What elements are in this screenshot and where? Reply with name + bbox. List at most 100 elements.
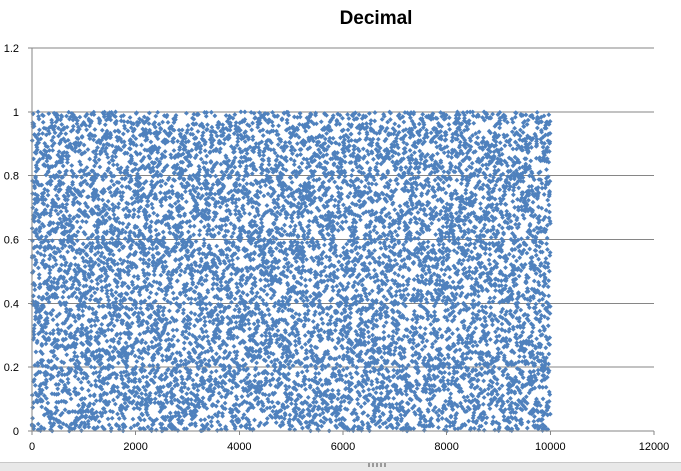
data-point (247, 321, 252, 326)
data-point (132, 207, 137, 212)
data-point (224, 203, 229, 208)
data-point (212, 113, 217, 118)
data-point (241, 357, 246, 362)
data-point (270, 123, 275, 128)
data-point (211, 276, 216, 281)
data-point (147, 295, 152, 300)
data-point (148, 290, 153, 295)
data-point (209, 370, 214, 375)
data-point (149, 179, 154, 184)
data-point (154, 291, 159, 296)
data-point (76, 377, 81, 382)
data-point (116, 201, 121, 206)
data-point (108, 344, 113, 349)
data-point (203, 148, 208, 153)
data-point (242, 110, 247, 115)
data-point (80, 219, 85, 224)
data-point (36, 265, 41, 270)
data-point (37, 272, 42, 277)
data-point (174, 328, 179, 333)
data-point (223, 223, 228, 228)
data-point (204, 329, 209, 334)
data-point (71, 124, 76, 129)
data-point (112, 212, 117, 217)
data-series (30, 109, 553, 433)
data-point (146, 199, 151, 204)
data-point (283, 140, 288, 145)
data-point (55, 322, 60, 327)
data-point (247, 212, 252, 217)
data-point (163, 259, 168, 264)
data-point (64, 114, 69, 119)
data-point (39, 404, 44, 409)
data-point (170, 184, 175, 189)
data-point (167, 308, 172, 313)
data-point (154, 228, 159, 233)
data-point (218, 374, 223, 379)
data-point (267, 162, 272, 167)
data-point (30, 405, 35, 410)
data-point (84, 220, 89, 225)
data-point (159, 184, 164, 189)
data-point (195, 388, 200, 393)
data-point (168, 195, 173, 200)
data-point (36, 109, 41, 114)
data-point (234, 320, 239, 325)
data-point (282, 223, 287, 228)
data-point (115, 412, 120, 417)
data-point (205, 334, 210, 339)
data-point (166, 332, 171, 337)
data-point (195, 373, 200, 378)
data-point (258, 184, 263, 189)
data-point (199, 186, 204, 191)
data-point (150, 206, 155, 211)
data-point (254, 360, 259, 365)
data-point (282, 265, 287, 270)
data-point (114, 290, 119, 295)
data-point (168, 411, 173, 416)
data-point (77, 115, 82, 120)
data-point (247, 326, 252, 331)
data-point (114, 296, 119, 301)
data-point (105, 381, 110, 386)
data-point (92, 365, 97, 370)
data-point (175, 278, 180, 283)
data-point (214, 369, 219, 374)
data-point (128, 115, 133, 120)
data-point (186, 123, 191, 128)
data-point (95, 287, 100, 292)
data-point (133, 354, 138, 359)
data-point (196, 129, 201, 134)
data-point (192, 224, 197, 229)
data-point (65, 249, 70, 254)
data-point (186, 230, 191, 235)
data-point (105, 339, 110, 344)
data-point (192, 323, 197, 328)
data-point (214, 244, 219, 249)
data-point (30, 416, 35, 421)
data-point (168, 231, 173, 236)
data-point (214, 351, 219, 356)
data-point (161, 230, 166, 235)
data-point (116, 361, 121, 366)
data-point (55, 386, 60, 391)
data-point (111, 182, 116, 187)
data-point (169, 285, 174, 290)
data-point (80, 386, 85, 391)
data-point (204, 154, 209, 159)
data-point (209, 424, 214, 429)
data-point (149, 340, 154, 345)
data-point (265, 416, 270, 421)
data-point (181, 301, 186, 306)
data-point (276, 265, 281, 270)
data-point (182, 346, 187, 351)
data-point (131, 417, 136, 422)
data-point (263, 284, 268, 289)
data-point (103, 122, 108, 127)
data-point (217, 231, 222, 236)
data-point (117, 248, 122, 253)
data-point (30, 205, 35, 210)
data-point (215, 399, 220, 404)
data-point (179, 359, 184, 364)
